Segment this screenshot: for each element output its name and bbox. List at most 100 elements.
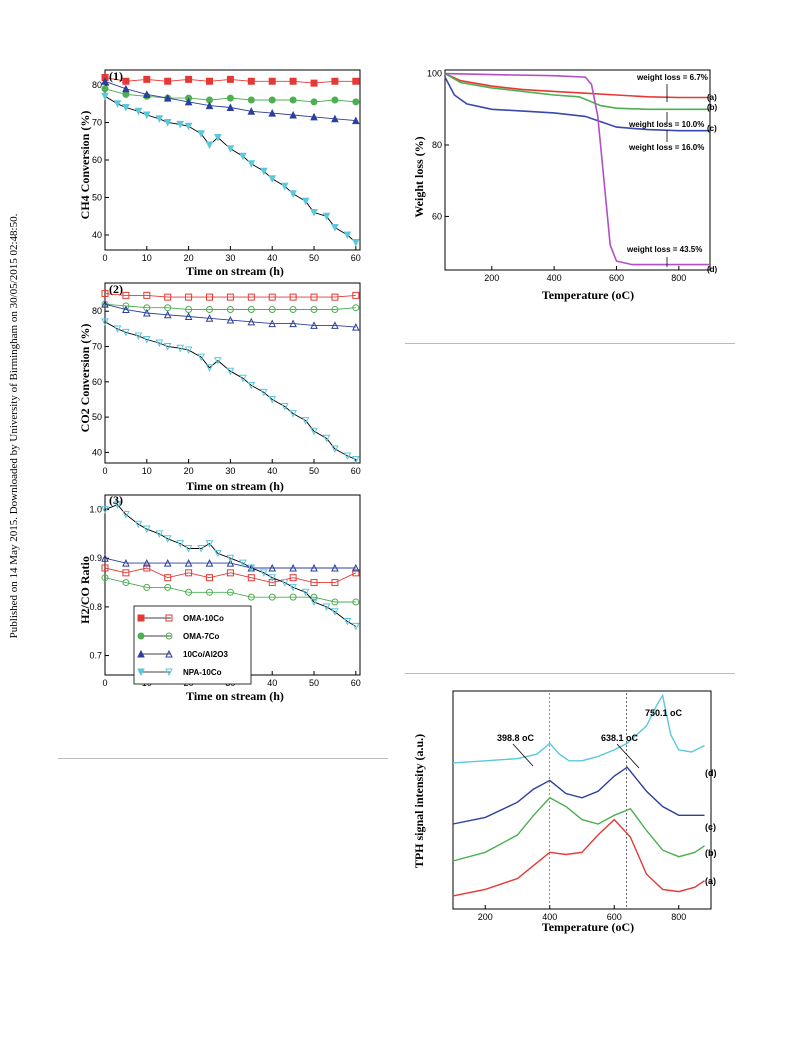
- panel-3-data-point: [260, 569, 268, 577]
- panel-2-data-point: [352, 291, 360, 299]
- divider-right-1: [405, 343, 735, 344]
- panel-2-data-point: [331, 293, 339, 301]
- tph-y-label: TPH signal intensity (a.u.): [412, 734, 426, 868]
- panel-1-y-tick-label: 80: [92, 80, 102, 90]
- panel-1-data-point: [142, 111, 151, 120]
- legend-label: OMA-10Co: [183, 614, 224, 623]
- tga-annotation-c: weight loss = 16.0%: [628, 143, 704, 152]
- panel-1-data-point: [205, 101, 214, 110]
- panel-3-data-point: [205, 540, 214, 548]
- panel-1-data-point: [331, 224, 339, 232]
- panel-3-data-point: [343, 617, 352, 626]
- tga-x-tick-label: 800: [671, 273, 686, 283]
- panel-3-data-point: [122, 569, 130, 577]
- panel-3-data-point: [143, 583, 151, 591]
- panel-3-data-point: [331, 608, 339, 616]
- panel-1-series-line: [104, 95, 357, 243]
- panel-2-data-point: [226, 293, 234, 301]
- panel-2-x-tick-label: 0: [102, 466, 107, 476]
- panel-1-data-point: [247, 96, 255, 104]
- panel-2-data-point: [184, 346, 193, 355]
- tph-x-tick-label: 200: [478, 912, 493, 922]
- tga-label-d: (d): [707, 265, 718, 274]
- panel-3-data-point: [301, 588, 310, 597]
- panel-3-data-point: [206, 588, 214, 596]
- panel-3-data-point: [247, 574, 255, 582]
- panel-1-data-point: [101, 85, 109, 93]
- panel-2-data-point: [352, 455, 360, 464]
- panel-3-data-point: [289, 563, 297, 572]
- panel-1-data-point: [310, 209, 318, 217]
- panel-1-x-tick-label: 10: [142, 253, 152, 263]
- tga-y-tick-label: 80: [432, 140, 442, 150]
- panel-2-data-point: [289, 293, 297, 301]
- panel-1-data-point: [184, 97, 193, 106]
- panel-2-data-point: [247, 317, 256, 326]
- panel-3-y-label: H2/CO Ratio: [78, 556, 92, 624]
- panel-3-data-point: [122, 510, 130, 519]
- panel-3-data-point: [331, 579, 339, 587]
- panel-2-data-point: [142, 335, 151, 344]
- panel-2-data-point: [122, 291, 130, 299]
- panel-1-data-point: [226, 75, 234, 83]
- panel-1-x-tick-label: 0: [102, 253, 107, 263]
- panel-2-data-point: [122, 328, 130, 337]
- panel-3-data-point: [214, 549, 222, 558]
- panel-1-data-point: [226, 103, 235, 111]
- panel-1-data-point: [322, 212, 331, 221]
- panel-1-data-point: [310, 79, 318, 87]
- panel-1-data-point: [205, 141, 214, 150]
- panel-2-data-point: [163, 343, 172, 351]
- panel-2-data-point: [239, 374, 247, 383]
- tph-x-tick-label: 400: [542, 912, 557, 922]
- panel-2-data-point: [226, 305, 234, 313]
- panel-2-data-point: [289, 410, 297, 418]
- tga-curve: [444, 72, 710, 266]
- panel-2-x-tick-label: 60: [351, 466, 361, 476]
- panel-2-frame: [104, 282, 361, 464]
- panel-3-data-point: [122, 579, 130, 587]
- panel-2-data-point: [164, 293, 172, 301]
- panel-1-y-tick-label: 50: [92, 193, 102, 203]
- tga-label-c: (c): [707, 124, 717, 133]
- panel-3-data-point: [310, 593, 318, 601]
- panel-1-data-point: [226, 94, 234, 102]
- panel-1-data-point: [163, 119, 172, 127]
- panel-1-y-tick-label: 70: [92, 118, 102, 128]
- panel-3-data-point: [184, 545, 193, 553]
- tga-curve: [444, 72, 710, 99]
- panel-1-data-point: [122, 77, 130, 85]
- panel-3-data-point: [268, 563, 277, 572]
- legend-marker-filled: [137, 668, 145, 677]
- panel-3-data-point: [205, 558, 214, 567]
- tph-curve: [452, 693, 705, 764]
- panel-2-data-point: [101, 300, 109, 308]
- tph-label-d: (d): [705, 768, 717, 778]
- panel-2-x-tick-label: 30: [225, 466, 235, 476]
- tga-curve: [444, 76, 710, 132]
- panel-3-x-tick-label: 40: [267, 678, 277, 688]
- panel-2-data-point: [352, 322, 360, 331]
- panel-2-data-point: [289, 305, 297, 313]
- tph-peak-label-3: 750.1 oC: [645, 708, 683, 718]
- panel-2-data-point: [268, 305, 276, 313]
- panel-1-data-point: [289, 96, 297, 104]
- panel-3-data-point: [155, 530, 164, 539]
- panel-3-series-line: [104, 557, 356, 569]
- panel-3-data-point: [352, 622, 360, 631]
- panel-2-data-point: [206, 305, 214, 313]
- panel-2-data-point: [205, 364, 214, 372]
- legend-marker-filled: [137, 632, 145, 640]
- panel-3-data-point: [163, 535, 172, 543]
- legend-marker-filled: [137, 649, 145, 658]
- panel-3-data-point: [163, 558, 172, 567]
- panel-3-data-point: [310, 598, 318, 607]
- panel-2-data-point: [247, 381, 256, 390]
- panel-1-data-point: [163, 94, 172, 102]
- panel-1-data-point: [185, 75, 193, 83]
- tph-label-a: (a): [705, 876, 716, 886]
- panel-3-data-point: [185, 588, 193, 596]
- tga-annotation-b: weight loss = 10.0%: [628, 120, 704, 129]
- tga-y-tick-label: 60: [432, 211, 442, 221]
- panel-2-data-point: [289, 319, 297, 328]
